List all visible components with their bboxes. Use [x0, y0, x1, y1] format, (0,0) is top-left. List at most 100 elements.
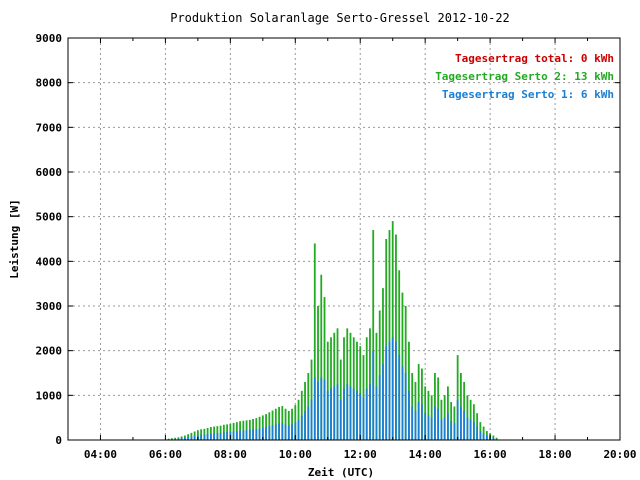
bar-serto-2 [326, 341, 329, 440]
bar-serto-1 [206, 433, 209, 440]
bar-serto-1 [291, 424, 293, 440]
bar-serto-1 [219, 432, 222, 440]
bar-serto-1 [485, 435, 488, 440]
bar-serto-2 [456, 355, 459, 440]
bar-serto-1 [190, 436, 193, 440]
bar-serto-2 [323, 297, 326, 440]
legend-entry-total: Tagesertrag total: 0 kWh [455, 52, 614, 65]
bar-serto-2 [274, 408, 277, 440]
bar-serto-1 [180, 438, 183, 440]
bar-serto-1 [385, 346, 388, 440]
bar-serto-2 [320, 274, 323, 440]
bar-serto-1 [495, 438, 498, 440]
bar-serto-1 [463, 410, 466, 440]
axis-ticks: 0 1000 2000 3000 4000 5000 6000 7000 8000 9000 04:… [36, 32, 637, 461]
bar-serto-2 [492, 435, 495, 440]
bar-serto-1 [320, 377, 323, 440]
bar-serto-1 [336, 384, 339, 440]
bar-serto-1 [268, 426, 271, 440]
bar-serto-1 [472, 422, 475, 440]
bar-serto-1 [492, 437, 495, 440]
bar-serto-2 [187, 434, 190, 440]
bar-serto-2 [203, 428, 206, 440]
bar-serto-1 [395, 341, 397, 440]
y-tick-label: 4000 [36, 255, 63, 268]
bar-serto-1 [456, 399, 459, 440]
bar-serto-1 [427, 415, 430, 440]
bar-serto-1 [421, 404, 423, 440]
bar-serto-1 [323, 379, 326, 440]
bar-serto-2 [479, 422, 482, 440]
bar-serto-1 [378, 375, 381, 440]
y-tick-label: 2000 [36, 345, 63, 358]
bar-serto-1 [362, 397, 365, 440]
bar-serto-2 [261, 415, 264, 440]
bar-serto-2 [196, 430, 199, 440]
bar-serto-2 [421, 368, 423, 440]
bar-serto-1 [313, 377, 316, 440]
bar-serto-1 [411, 406, 414, 440]
bar-serto-1 [304, 410, 306, 440]
bar-serto-1 [388, 341, 391, 440]
bar-serto-1 [232, 431, 235, 440]
bar-serto-2 [463, 381, 466, 440]
bar-serto-1 [317, 381, 319, 440]
bar-serto-1 [287, 425, 290, 440]
legend: Tagesertrag total: 0 kWh Tagesertrag Ser… [435, 52, 614, 101]
x-tick-label: 04:00 [84, 448, 117, 461]
bar-serto-2 [171, 438, 173, 440]
bar-serto-1 [333, 386, 336, 440]
bar-serto-1 [447, 413, 449, 440]
bar-serto-1 [248, 429, 251, 440]
bar-serto-1 [226, 432, 229, 440]
bar-serto-1 [200, 434, 203, 440]
bar-serto-2 [255, 418, 258, 440]
x-axis-label: Zeit (UTC) [308, 466, 374, 479]
bar-serto-1 [466, 417, 469, 440]
bar-serto-1 [398, 355, 401, 440]
bar-serto-1 [404, 373, 407, 440]
bar-serto-1 [437, 408, 440, 440]
x-tick-label: 20:00 [603, 448, 636, 461]
legend-entry-serto-1: Tagesertrag Serto 1: 6 kWh [442, 88, 614, 101]
bar-serto-2 [369, 328, 371, 440]
bar-serto-2 [466, 395, 469, 440]
bar-serto-1 [414, 410, 417, 440]
x-tick-label: 18:00 [538, 448, 571, 461]
bar-serto-2 [388, 230, 391, 440]
y-tick-label: 0 [55, 434, 62, 447]
bar-serto-2 [450, 402, 453, 440]
y-tick-label: 5000 [36, 211, 63, 224]
bar-serto-1 [365, 388, 368, 440]
bar-serto-2 [281, 406, 284, 440]
bar-serto-1 [203, 434, 206, 440]
bar-serto-1 [216, 433, 219, 440]
bar-serto-2 [346, 328, 349, 440]
bar-serto-1 [284, 424, 287, 440]
bar-serto-1 [245, 430, 248, 440]
bar-serto-1 [459, 406, 462, 440]
bar-serto-1 [265, 427, 267, 440]
bar-serto-1 [434, 406, 436, 440]
bar-serto-1 [349, 386, 352, 440]
bar-serto-1 [391, 337, 394, 440]
x-tick-label: 14:00 [409, 448, 442, 461]
bar-serto-1 [177, 438, 180, 440]
bar-serto-2 [313, 243, 316, 440]
bar-serto-2 [408, 341, 410, 440]
bar-serto-1 [174, 438, 177, 440]
bar-serto-2 [430, 395, 433, 440]
bar-serto-2 [382, 288, 384, 440]
bar-serto-1 [239, 430, 241, 440]
bar-serto-1 [359, 393, 362, 440]
x-tick-label: 16:00 [474, 448, 507, 461]
x-tick-label: 06:00 [149, 448, 182, 461]
bar-serto-1 [307, 406, 310, 440]
bar-serto-1 [469, 419, 472, 440]
chart-title: Produktion Solaranlage Serto-Gressel 201… [170, 11, 510, 25]
x-tick-label: 10:00 [279, 448, 312, 461]
bar-serto-2 [242, 420, 245, 440]
x-tick-label: 12:00 [344, 448, 377, 461]
bar-serto-2 [258, 416, 261, 440]
